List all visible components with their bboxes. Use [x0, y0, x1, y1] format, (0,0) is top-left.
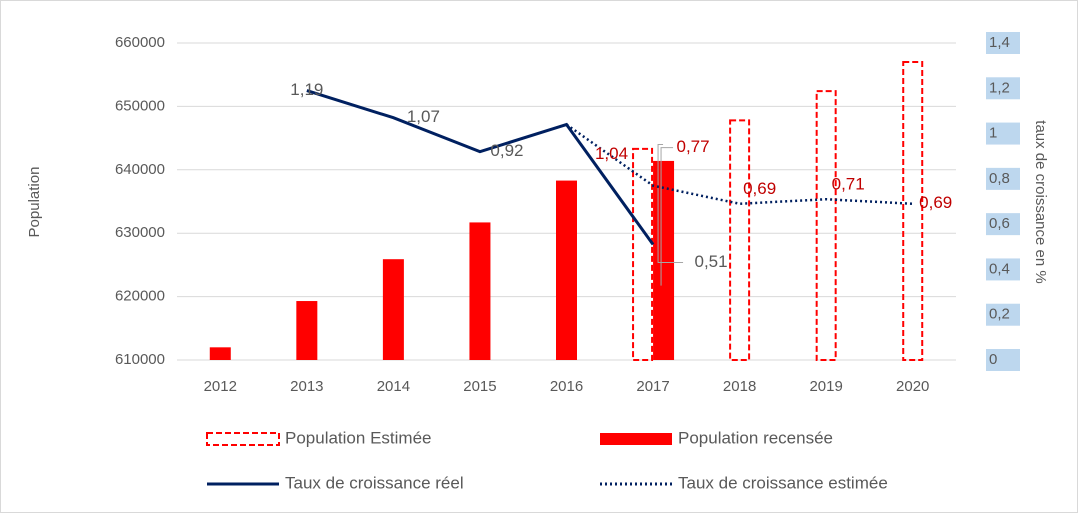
y-tick-label: 610000 — [115, 351, 165, 368]
y-tick-label: 650000 — [115, 97, 165, 114]
data-label: 0,92 — [490, 141, 523, 160]
y2-tick-label: 0,6 — [989, 215, 1010, 232]
data-label: 1,04 — [595, 144, 628, 163]
data-label: 0,69 — [743, 179, 776, 198]
bar — [815, 90, 837, 362]
y-tick-label: 630000 — [115, 224, 165, 241]
bar — [556, 180, 577, 360]
data-label: 0,77 — [677, 137, 710, 156]
legend-label: Population recensée — [678, 428, 833, 447]
y2-axis-label: taux de croissance en % — [1032, 120, 1049, 283]
y2-tick-label: 1,4 — [989, 34, 1010, 51]
y2-tick-label: 0 — [989, 351, 997, 368]
x-tick-label: 2019 — [809, 378, 842, 395]
y-tick-label: 620000 — [115, 288, 165, 305]
legend-label: Taux de croissance réel — [285, 473, 464, 492]
bar — [653, 160, 675, 360]
bar — [382, 259, 404, 360]
bar — [632, 147, 654, 361]
y2-tick-highlight — [986, 122, 1020, 145]
x-tick-label: 2020 — [896, 378, 929, 395]
bar — [902, 61, 924, 362]
legend-swatch — [206, 432, 280, 446]
x-tick-label: 2017 — [636, 378, 669, 395]
legend-swatch — [600, 433, 672, 445]
y2-tick-highlight — [986, 167, 1020, 190]
y-tick-label: 660000 — [115, 34, 165, 51]
data-label: 1,19 — [290, 80, 323, 99]
y-axis-label: Population — [26, 167, 43, 238]
y2-tick-label: 0,4 — [989, 260, 1010, 277]
y2-tick-highlight — [986, 349, 1020, 371]
data-label: 0,51 — [695, 252, 728, 271]
y2-tick-highlight — [986, 213, 1020, 236]
legend-label: Taux de croissance estimée — [678, 473, 888, 492]
data-label: 0,69 — [919, 193, 952, 212]
y2-tick-highlight — [986, 77, 1020, 100]
bar — [296, 301, 318, 360]
leader-line — [657, 144, 684, 264]
bar — [469, 222, 491, 360]
x-tick-label: 2014 — [377, 378, 410, 395]
x-tick-label: 2018 — [723, 378, 756, 395]
legend-label: Population Estimée — [285, 428, 431, 447]
y-tick-label: 640000 — [115, 161, 165, 178]
x-tick-label: 2013 — [290, 378, 323, 395]
data-label: 1,07 — [407, 107, 440, 126]
y2-tick-label: 0,2 — [989, 306, 1010, 323]
bar — [729, 119, 751, 361]
y2-tick-highlight — [986, 303, 1020, 326]
x-tick-label: 2012 — [204, 378, 237, 395]
line — [565, 123, 913, 206]
y2-tick-highlight — [986, 258, 1020, 281]
y2-tick-label: 1,2 — [989, 79, 1010, 96]
x-tick-label: 2015 — [463, 378, 496, 395]
y2-tick-label: 1 — [989, 125, 997, 142]
data-label: 0,71 — [832, 175, 865, 194]
x-tick-label: 2016 — [550, 378, 583, 395]
y2-tick-label: 0,8 — [989, 170, 1010, 187]
line — [306, 89, 655, 246]
leader-line — [660, 147, 674, 286]
y2-tick-highlight — [986, 32, 1020, 54]
bar — [209, 347, 231, 360]
